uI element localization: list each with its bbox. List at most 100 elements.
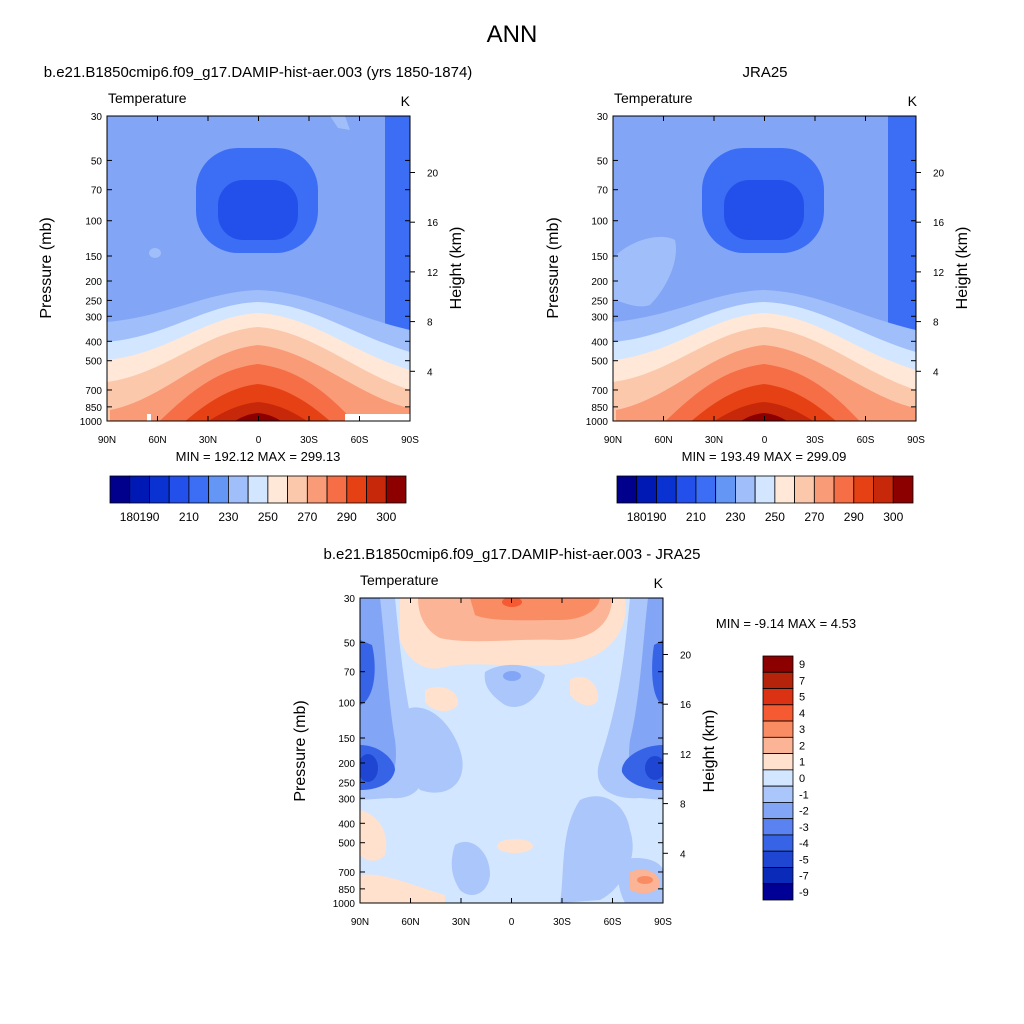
height-tick-label: 12 (933, 268, 945, 279)
colorbar-label: 0 (799, 773, 805, 785)
colorbar-label: 3 (799, 724, 805, 736)
panel-model-stats: MIN = 192.12 MAX = 299.13 (176, 449, 341, 464)
panel-diff-cold-sp-core (645, 756, 663, 780)
pressure-tick-label: 150 (85, 252, 102, 263)
pressure-tick-label: 100 (85, 217, 102, 228)
panel-obs-band-300 (714, 402, 814, 421)
height-tick-label: 8 (680, 800, 686, 811)
height-tick-label: 16 (933, 218, 945, 229)
panel-obs-south-pole-cold (888, 116, 916, 346)
colorbar-swatch (675, 475, 697, 504)
panel-obs: JRA25 Temperature K 30507010015020025030… (545, 64, 971, 524)
pressure-tick-label: 70 (91, 186, 103, 197)
height-tick-label: 20 (427, 168, 439, 179)
colorbar-swatch (762, 753, 794, 771)
panel-diff-stats: MIN = -9.14 MAX = 4.53 (716, 616, 856, 631)
colorbar-label: 210 (686, 510, 706, 524)
panel-model-units: K (401, 93, 411, 109)
colorbar-label: -7 (799, 871, 809, 883)
panel-diff-warm-patch-sh (570, 676, 599, 706)
panel-model-small-feature (149, 248, 161, 258)
pressure-tick-label: 500 (591, 357, 608, 368)
panel-diff-cold-sp-upper (652, 640, 663, 705)
latitude-tick-label: 30N (199, 435, 217, 446)
pressure-tick-label: 1000 (586, 417, 609, 428)
colorbar-label: 230 (218, 510, 238, 524)
panel-model-missing-data-2 (147, 414, 151, 421)
colorbar-swatch (762, 769, 794, 787)
panel-diff-cold-np-upper (360, 640, 375, 705)
colorbar-swatch (208, 475, 229, 504)
colorbar-swatch (873, 475, 894, 504)
pressure-tick-label: 400 (338, 819, 355, 830)
latitude-tick-label: 60N (401, 917, 419, 928)
pressure-tick-label: 150 (591, 252, 608, 263)
panel-diff-cold-nh-lower (451, 841, 490, 895)
colorbar-swatch (762, 720, 794, 738)
latitude-tick-label: 0 (762, 435, 768, 446)
colorbar-label: -3 (799, 822, 809, 834)
pressure-tick-label: 400 (85, 337, 102, 348)
pressure-tick-label: 300 (591, 312, 608, 323)
pressure-tick-label: 200 (85, 277, 102, 288)
pressure-tick-label: 500 (338, 839, 355, 850)
latitude-tick-label: 30N (452, 917, 470, 928)
colorbar-swatch (188, 475, 210, 504)
pressure-tick-label: 850 (85, 403, 102, 414)
latitude-tick-label: 30S (300, 435, 318, 446)
panel-diff-warm-sp-core (637, 876, 653, 884)
latitude-tick-label: 90S (401, 435, 419, 446)
height-tick-label: 20 (680, 650, 692, 661)
panel-model-ylabel-right: Height (km) (448, 227, 465, 310)
latitude-tick-label: 60S (351, 435, 369, 446)
pressure-tick-label: 300 (338, 794, 355, 805)
panel-model: b.e21.B1850cmip6.f09_g17.DAMIP-hist-aer.… (38, 64, 472, 524)
latitude-tick-label: 0 (509, 917, 515, 928)
pressure-tick-label: 70 (344, 668, 356, 679)
colorbar-label: 300 (376, 510, 396, 524)
colorbar-swatch (762, 834, 794, 852)
colorbar-label: -1 (799, 789, 809, 801)
colorbar-swatch (306, 475, 328, 504)
latitude-tick-label: 90N (604, 435, 622, 446)
colorbar-swatch (287, 475, 308, 504)
panel-obs-stats: MIN = 193.49 MAX = 299.09 (682, 449, 847, 464)
colorbar-swatch (754, 475, 776, 504)
pressure-tick-label: 500 (85, 357, 102, 368)
colorbar-horizontal: 180 190 210 230 250 270 290 300 (616, 475, 914, 524)
pressure-tick-label: 400 (591, 337, 608, 348)
panel-obs-tropopause-cold-core (724, 180, 804, 240)
colorbar-swatch (715, 475, 736, 504)
colorbar-horizontal: 180 190 210 230 250 270 290 300 (109, 475, 407, 524)
panel-diff-ylabel-right: Height (km) (701, 710, 718, 793)
colorbar-swatch (326, 475, 348, 504)
height-tick-label: 4 (933, 367, 939, 378)
colorbar-label: 270 (804, 510, 824, 524)
latitude-tick-label: 60S (604, 917, 622, 928)
panel-diff-cold-nh-mid (403, 707, 463, 793)
colorbar-label: -9 (799, 887, 809, 899)
latitude-tick-label: 30S (806, 435, 824, 446)
panel-obs-ylabel-right: Height (km) (954, 227, 971, 310)
pressure-tick-label: 850 (591, 403, 608, 414)
pressure-tick-label: 100 (591, 217, 608, 228)
panel-diff-left-string: Temperature (360, 572, 439, 588)
pressure-tick-label: 30 (344, 594, 356, 605)
colorbar-label: 1 (799, 757, 805, 769)
pressure-tick-label: 700 (338, 868, 355, 879)
latitude-tick-label: 90N (98, 435, 116, 446)
panel-diff-warm-strat-inner (470, 598, 600, 621)
colorbar-swatch (762, 704, 794, 722)
pressure-tick-label: 250 (338, 778, 355, 789)
colorbar-swatch (762, 655, 794, 673)
colorbar-swatch (794, 475, 815, 504)
pressure-tick-label: 150 (338, 734, 355, 745)
panel-diff-units: K (654, 575, 664, 591)
pressure-tick-label: 70 (597, 186, 609, 197)
panel-obs-title: JRA25 (742, 64, 787, 81)
colorbar-swatch (247, 475, 269, 504)
panel-diff: b.e21.B1850cmip6.f09_g17.DAMIP-hist-aer.… (292, 546, 856, 928)
panel-diff-cold-np-core (360, 754, 378, 782)
pressure-tick-label: 30 (91, 112, 103, 123)
colorbar-swatch (385, 475, 407, 504)
